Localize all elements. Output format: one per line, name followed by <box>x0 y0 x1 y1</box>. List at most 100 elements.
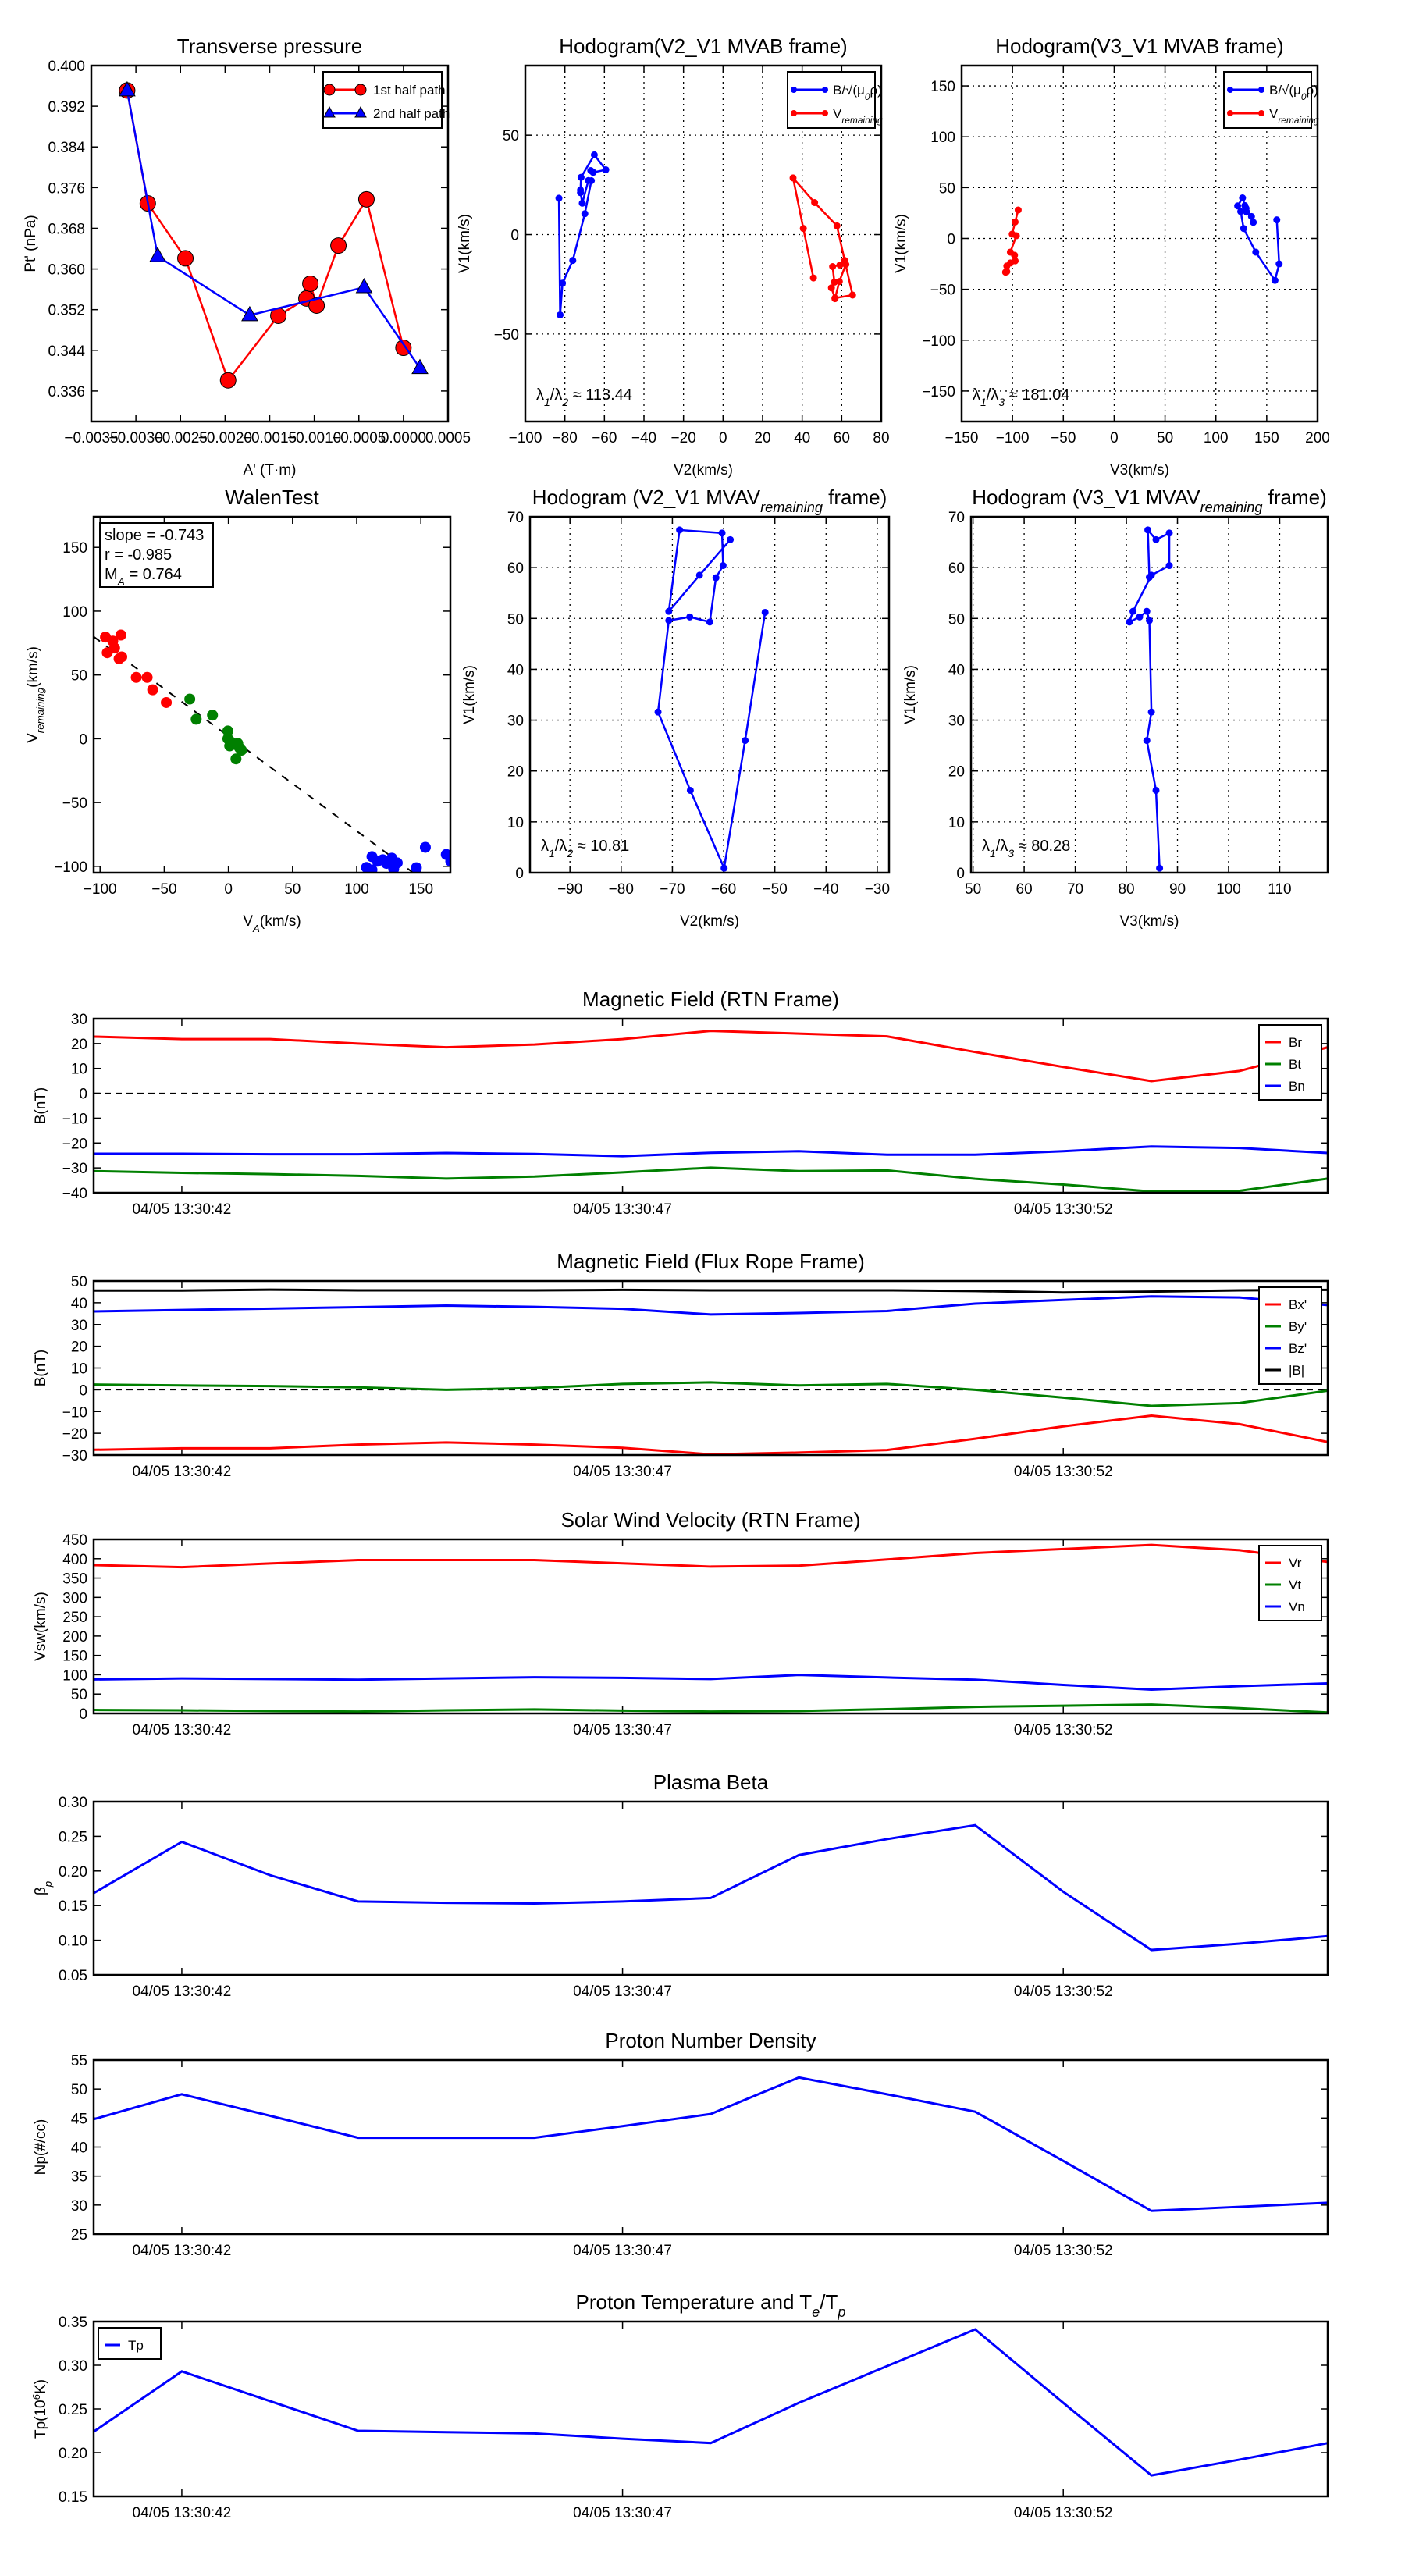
data-point <box>569 257 577 265</box>
chart-title: Proton Number Density <box>605 2029 816 2052</box>
data-point <box>1003 262 1011 270</box>
data-point <box>101 647 113 659</box>
data-point <box>419 841 431 853</box>
plasma-beta-chart: Plasma Beta 04/05 13:30:42 04/05 13:30:47 0… <box>33 1770 1329 2000</box>
series-first <box>100 629 173 708</box>
plot-area <box>94 1543 1328 1713</box>
legend-label: B/√(μ0​ρ) <box>833 83 882 102</box>
chart-title: Hodogram(V3_V1 MVAB frame) <box>995 34 1283 58</box>
data-point <box>219 372 237 389</box>
legend-label: Vremaining​ <box>1269 106 1319 126</box>
plot-area <box>654 526 769 872</box>
x-tick-label: −100 <box>84 881 117 898</box>
y-tick-label: 50 <box>71 1687 87 1703</box>
data-point <box>1247 212 1255 220</box>
y-tick-label: 0.392 <box>48 99 85 116</box>
y-axis-label: V1(km/s) <box>461 665 478 724</box>
y-tick-label: 0.25 <box>59 2402 87 2418</box>
data-point <box>581 210 589 218</box>
x-axis-label: V3(km/s) <box>1110 462 1169 479</box>
x-tick-label: −0.0035 <box>64 430 118 447</box>
data-point <box>836 262 844 269</box>
data-point <box>742 737 749 745</box>
y-tick-label: 0.20 <box>59 2446 87 2462</box>
y-tick-label: 10 <box>948 815 965 831</box>
plot-area <box>94 629 450 873</box>
x-tick-label: 04/05 13:30:47 <box>573 1464 672 1480</box>
y-tick-label: 100 <box>930 130 955 146</box>
legend-box <box>98 2327 162 2360</box>
data-point <box>585 176 592 184</box>
axes-frame <box>92 515 452 874</box>
y-tick-label: 150 <box>62 540 87 557</box>
y-tick-label: 40 <box>71 2140 87 2157</box>
data-point <box>411 358 429 375</box>
data-point <box>577 186 585 194</box>
data-point <box>602 165 610 173</box>
x-tick-label: −80 <box>609 881 634 898</box>
x-tick-label: 110 <box>1268 881 1291 898</box>
series-line <box>94 1823 1328 1952</box>
y-tick-label: 150 <box>62 1649 87 1665</box>
data-point <box>1152 535 1160 543</box>
series-bx- <box>94 1414 1328 1455</box>
y-axis-label: V1(km/s) <box>457 214 473 273</box>
hodogram-v3-v1-mvab-chart: Hodogram(V3_V1 MVAB frame) −150 −100 −50 0 50… <box>893 34 1330 479</box>
data-point <box>1165 562 1173 570</box>
y-tick-label: 0 <box>79 1087 87 1103</box>
series-b-0- <box>1234 194 1283 284</box>
y-tick-label: 0.376 <box>48 180 85 197</box>
x-tick-label: 150 <box>1254 430 1279 447</box>
y-tick-label: 30 <box>71 1012 87 1028</box>
y-tick-label: 400 <box>62 1552 87 1568</box>
data-point <box>665 607 673 615</box>
walen-test-chart: WalenTest −100 −50 0 50 100 150 −100 −50 0 50 100 15… <box>25 486 452 934</box>
y-tick-label: 0.368 <box>48 221 85 237</box>
legend: 1st half path 2nd half path <box>322 71 450 129</box>
legend-label: 1st half path <box>373 83 446 98</box>
legend-label: Bx' <box>1289 1297 1307 1312</box>
x-tick-label: 0.0005 <box>425 430 471 447</box>
legend: B/√(μ0​ρ) Vremaining​ <box>787 71 883 129</box>
data-point <box>686 786 694 794</box>
chart-title: Hodogram(V2_V1 MVAB frame) <box>559 34 847 58</box>
series-line <box>94 1288 1328 1294</box>
series-hodogram <box>1126 526 1173 872</box>
series-1st-half-path <box>119 82 412 389</box>
y-tick-label: 10 <box>507 815 524 831</box>
data-point <box>149 247 166 262</box>
legend-box <box>787 71 876 129</box>
data-point <box>559 279 567 287</box>
data-point <box>1001 269 1009 276</box>
data-point <box>577 173 585 181</box>
data-point <box>1250 219 1257 226</box>
y-tick-label: 0.10 <box>59 1934 87 1950</box>
axes-frame <box>92 1017 1329 1194</box>
y-tick-label: 50 <box>939 180 955 197</box>
data-point <box>161 696 173 708</box>
y-tick-label: −150 <box>922 384 955 400</box>
axes-frame <box>92 2058 1329 2236</box>
series-line <box>126 90 405 382</box>
data-point <box>720 864 728 872</box>
legend: Bx' By' Bz' |B| <box>1258 1286 1322 1385</box>
data-point <box>590 151 598 158</box>
axes-frame <box>92 1800 1329 1976</box>
data-point <box>1152 786 1160 794</box>
legend-label: Vt <box>1289 1578 1301 1592</box>
y-tick-label: 0 <box>515 866 524 882</box>
x-tick-label: −80 <box>553 430 578 447</box>
series-middle <box>184 693 247 765</box>
y-axis-label: V1(km/s) <box>893 214 909 273</box>
y-tick-label: 100 <box>62 604 87 621</box>
y-tick-label: −100 <box>54 859 87 876</box>
chart-title: Transverse pressure <box>177 34 362 58</box>
data-point <box>811 199 819 207</box>
eigenvalue-ratio-annotation: λ1​/λ2​ ≈ 10.81 <box>541 838 629 859</box>
y-tick-label: −10 <box>62 1404 87 1421</box>
data-point <box>302 275 319 292</box>
y-axis-label: Pt' (nPa) <box>23 215 39 272</box>
data-point <box>686 613 694 621</box>
y-tick-label: 0 <box>947 231 955 247</box>
data-point <box>1147 708 1155 716</box>
